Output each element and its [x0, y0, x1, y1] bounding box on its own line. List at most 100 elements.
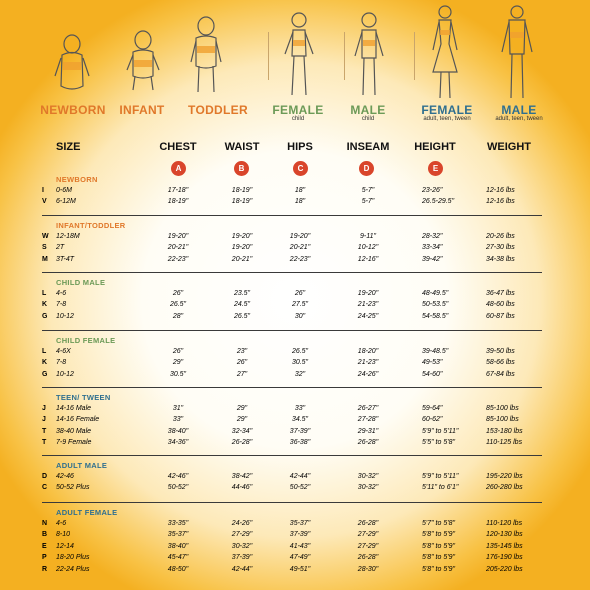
cell-code: L: [42, 348, 47, 355]
cell-size: 18-20 Plus: [56, 554, 90, 562]
cell-chest: 30.5": [169, 370, 187, 378]
cell-size: 3T-4T: [56, 255, 75, 263]
cell-height: 5'9" to 5'11": [422, 473, 459, 480]
cell-height: 5'11" to 6'1": [422, 484, 459, 492]
cell-inseam: 10-12": [357, 244, 379, 252]
cell-hips: 37-39": [289, 427, 311, 435]
cell-code: M: [42, 255, 48, 263]
table-row: K 7-8 26.5" 24.5" 27.5" 21-23" 50-53.5" 48-60 l…: [0, 299, 590, 310]
cell-waist: 29": [236, 405, 248, 412]
table-row: L 4-6X 26" 23" 26.5" 18-20" 39-48.5" 39-50 lbs: [0, 346, 590, 357]
cell-waist: 24.5": [233, 301, 251, 309]
infant-figure-illustration: [126, 30, 160, 91]
cell-height: 54-60": [422, 370, 443, 378]
cell-code: W: [42, 233, 49, 240]
table-row: T 7-9 Female 34-36" 26-28" 36-38" 26-28" 5'5" …: [0, 437, 590, 448]
cell-code: T: [42, 427, 47, 435]
cell-chest: 34-36": [167, 439, 189, 447]
cell-inseam: 26-28": [357, 439, 379, 447]
scale-line: [414, 32, 415, 80]
cell-waist: 30-32": [231, 542, 253, 550]
cell-chest: 26.5": [169, 301, 187, 309]
cell-inseam: 29-31": [357, 427, 379, 435]
cell-inseam: 27-29": [357, 531, 379, 539]
cell-height: 54-58.5": [422, 312, 449, 320]
cell-hips: 37-39": [289, 531, 311, 539]
cell-waist: 18-19": [231, 187, 253, 194]
cell-size: 12-18M: [56, 233, 80, 240]
cell-size: 10-12: [56, 312, 74, 320]
table-row: E 12-14 38-40" 30-32" 41-43" 27-29" 5'8" to 5'…: [0, 541, 590, 552]
cell-waist: 19-20": [231, 244, 253, 252]
cell-weight: 60-87 lbs: [486, 312, 515, 320]
table-row: M 3T-4T 22-23" 20-21" 22-23" 12-16" 39-42" 34-3…: [0, 254, 590, 265]
cell-waist: 24-26": [231, 520, 253, 527]
cell-weight: 67-84 lbs: [486, 370, 515, 378]
cell-size: 12-14: [56, 542, 74, 550]
header-hips: HIPS: [287, 141, 313, 153]
cell-code: G: [42, 312, 48, 320]
header-waist: WAIST: [224, 141, 260, 153]
female-adult-figure-illustration: [432, 5, 458, 99]
cell-inseam: 26-28": [357, 520, 379, 527]
cell-code: T: [42, 439, 47, 447]
table-row: N 4-6 33-35" 24-26" 35-37" 26-28" 5'7" to 5'8"…: [0, 518, 590, 529]
cell-chest: 42-46": [167, 473, 189, 480]
section-divider: [42, 272, 542, 273]
table-row: J 14-16 Male 31" 29" 33" 26-27" 59-64" 85-100 l…: [0, 403, 590, 414]
newborn-figure-illustration: [54, 34, 90, 90]
table-row: W 12-18M 19-20" 19-20" 19-20" 9-11" 28-32" 20-2…: [0, 231, 590, 242]
table-row: P 18-20 Plus 45-47" 37-39" 47-49" 26-28" 5'8" …: [0, 552, 590, 563]
cell-chest: 29": [172, 359, 184, 367]
cell-chest: 19-20": [167, 233, 189, 240]
cell-height: 5'8" to 5'9": [422, 554, 455, 562]
cell-size: 2T: [56, 244, 65, 252]
male-child-figure-illustration: [354, 12, 384, 96]
cell-waist: 26-28": [231, 439, 253, 447]
female-child-figure-illustration: [284, 12, 314, 96]
cell-code: D: [42, 473, 48, 480]
header-weight: WEIGHT: [487, 141, 531, 153]
table-row: J 14-16 Female 33" 29" 34.5" 27-28" 60-62" 85-1…: [0, 414, 590, 425]
cell-hips: 27.5": [291, 301, 309, 309]
cell-hips: 36-38": [289, 439, 311, 447]
figure-strip: NEWBORN INFANT TODDLER FEMALE child MALE c…: [0, 0, 590, 125]
cell-chest: 26": [172, 290, 184, 297]
cell-size: 10-12: [56, 370, 74, 378]
cell-hips: 19-20": [289, 233, 311, 240]
male-adult-figure-illustration: [501, 5, 533, 99]
badge-height: E: [428, 161, 443, 176]
cell-weight: 20-26 lbs: [486, 233, 515, 240]
cell-inseam: 30-32": [357, 484, 379, 492]
cell-chest: 28": [172, 312, 184, 320]
cell-chest: 48-50": [167, 565, 189, 573]
cell-chest: 31": [172, 405, 184, 412]
cell-code: B: [42, 531, 48, 539]
cell-inseam: 26-27": [357, 405, 379, 412]
cell-size: 50-52 Plus: [56, 484, 90, 492]
section-divider: [42, 215, 542, 216]
cell-height: 59-64": [422, 405, 443, 412]
badge-waist: B: [234, 161, 249, 176]
table-row: K 7-8 29" 26" 30.5" 21-23" 49-53" 58-66 lbs: [0, 357, 590, 368]
cell-inseam: 9-11": [360, 233, 376, 240]
cell-chest: 18-19": [167, 198, 189, 206]
cell-hips: 22-23": [289, 255, 311, 263]
cell-hips: 33": [294, 405, 306, 412]
badge-inseam: D: [359, 161, 374, 176]
cell-weight: 85-100 lbs: [486, 405, 519, 412]
cell-size: 38-40 Male: [56, 427, 92, 435]
cell-height: 28-32": [422, 233, 443, 240]
cell-height: 26.5-29.5": [422, 198, 455, 206]
cell-hips: 18": [294, 198, 306, 206]
cell-hips: 50-52": [289, 484, 311, 492]
cell-inseam: 26-28": [357, 554, 379, 562]
table-row: T 38-40 Male 38-40" 32-34" 37-39" 29-31" 5'9" …: [0, 426, 590, 437]
scale-line: [268, 32, 269, 80]
toddler-figure-illustration: [190, 16, 222, 93]
cell-weight: 36-47 lbs: [486, 290, 515, 297]
header-chest: CHEST: [159, 141, 197, 153]
cell-code: P: [42, 554, 47, 562]
section-divider: [42, 330, 542, 331]
cell-chest: 22-23": [167, 255, 189, 263]
